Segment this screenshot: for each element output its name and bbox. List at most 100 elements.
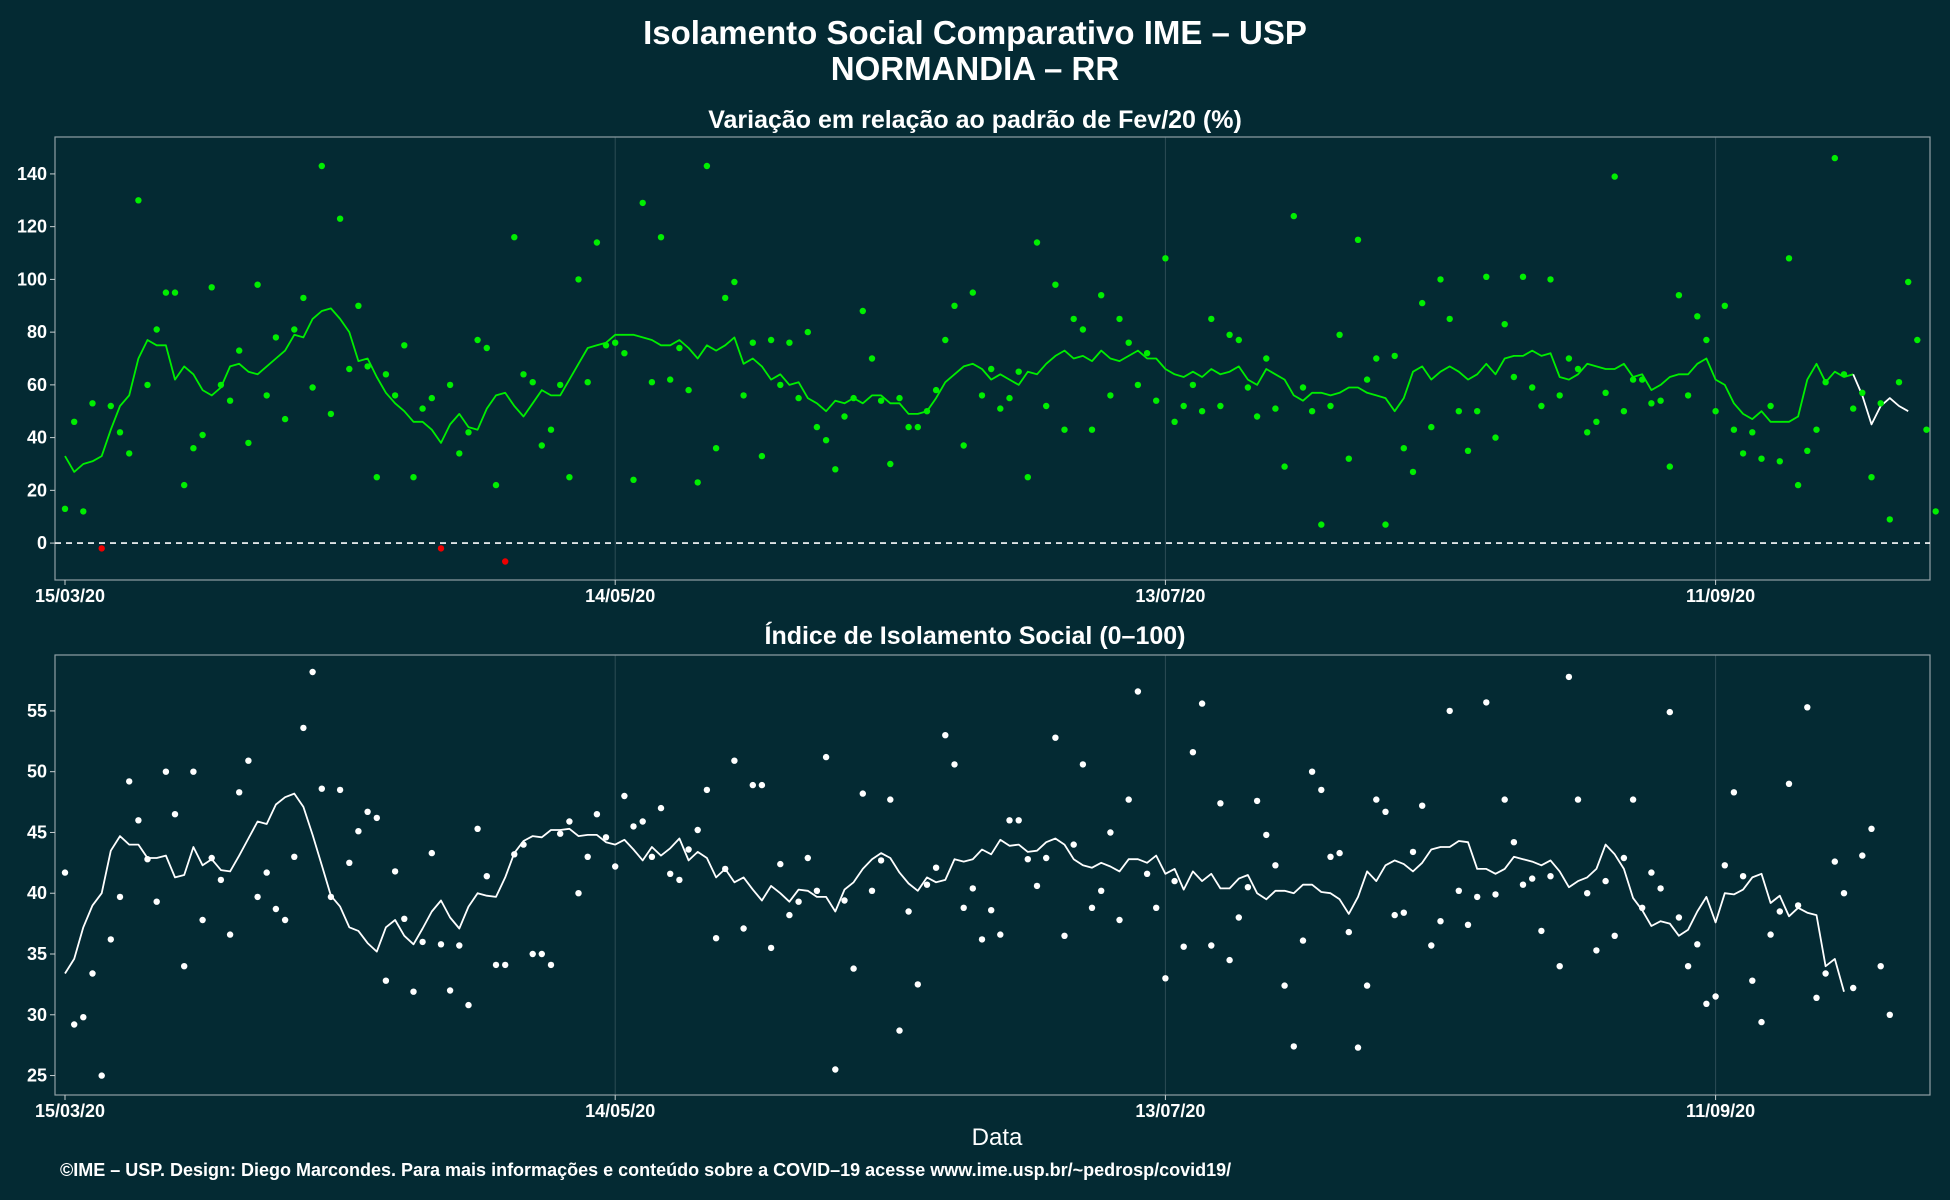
data-point (850, 965, 857, 972)
x-tick-label: 15/03/20 (35, 1101, 105, 1121)
negative-data-point (437, 545, 445, 552)
data-point (1593, 947, 1600, 954)
data-point (1538, 927, 1545, 935)
data-point (1547, 873, 1554, 880)
data-point (1345, 455, 1353, 462)
data-point (685, 386, 692, 394)
data-point (932, 864, 940, 871)
data-point (1043, 402, 1050, 410)
data-point (923, 881, 931, 888)
data-point (887, 460, 894, 468)
data-point (1116, 916, 1123, 924)
data-point (1290, 1043, 1298, 1050)
data-point (584, 379, 591, 386)
data-point (777, 381, 784, 389)
data-point (703, 162, 711, 170)
data-point (575, 276, 582, 283)
data-point (1877, 963, 1884, 970)
data-point (1464, 447, 1472, 454)
data-point (1547, 276, 1554, 283)
data-point (80, 508, 87, 515)
data-point (969, 885, 976, 892)
data-point (832, 1066, 839, 1073)
data-point (502, 961, 509, 969)
variation-panel: 0 20 40 60 80 100 120 140 15/03/20 14/05/20 13/07/… (17, 136, 1939, 606)
data-point (1794, 902, 1802, 909)
data-point (804, 854, 811, 862)
data-point (1758, 455, 1765, 462)
data-point (1519, 273, 1527, 280)
data-point (61, 505, 69, 512)
data-point (1932, 508, 1939, 515)
data-point (767, 944, 775, 952)
data-point (813, 423, 821, 431)
data-point (1327, 402, 1334, 410)
data-point (1061, 932, 1068, 939)
data-point (236, 347, 243, 354)
data-point (1721, 862, 1729, 869)
data-point (1070, 315, 1077, 323)
data-point (181, 963, 188, 970)
data-point (1162, 255, 1169, 262)
data-point (272, 905, 280, 913)
data-point (492, 481, 500, 489)
data-point (254, 281, 261, 288)
data-point (401, 342, 408, 349)
data-point (1162, 975, 1169, 982)
data-point (1235, 914, 1243, 921)
data-point (1620, 854, 1628, 862)
data-point (1226, 331, 1233, 338)
data-point (1455, 408, 1463, 415)
data-point (1198, 700, 1206, 707)
data-point (373, 474, 380, 481)
data-point (1327, 853, 1334, 860)
data-point (1281, 982, 1288, 989)
data-point (520, 371, 527, 378)
data-point (868, 887, 876, 894)
trend-line (64, 792, 1845, 992)
data-point (1272, 862, 1279, 869)
data-point (1153, 397, 1160, 404)
data-point (346, 859, 353, 866)
data-point (1363, 376, 1371, 383)
data-point (1785, 780, 1793, 787)
data-point (758, 452, 766, 460)
data-point (1382, 521, 1389, 528)
data-point (584, 853, 591, 860)
data-point (1804, 447, 1811, 454)
data-point (1409, 468, 1417, 476)
data-point (1409, 848, 1417, 856)
data-point (1483, 273, 1490, 280)
y-tick-label: 40 (27, 883, 47, 903)
data-point (1629, 376, 1637, 383)
data-point (960, 442, 967, 449)
data-point (281, 916, 289, 924)
data-point (1584, 890, 1591, 897)
data-point (1107, 829, 1114, 836)
data-point (318, 162, 325, 170)
data-point (731, 278, 738, 286)
data-point (1006, 394, 1013, 402)
data-point (969, 289, 976, 296)
data-point (1657, 885, 1664, 892)
data-point (712, 935, 720, 942)
data-point (914, 981, 921, 988)
x-tick-label: 14/05/20 (585, 1101, 655, 1121)
data-point (1428, 942, 1435, 949)
data-point (639, 199, 646, 207)
data-point (71, 1021, 78, 1028)
data-point (1556, 392, 1563, 399)
data-point (1079, 761, 1087, 768)
data-point (667, 870, 674, 877)
data-point (694, 826, 701, 834)
data-point (1739, 450, 1747, 457)
data-point (511, 851, 518, 858)
data-point (1226, 956, 1233, 964)
data-point (144, 856, 151, 863)
data-point (1373, 355, 1380, 362)
data-point (795, 394, 802, 402)
data-point (841, 897, 848, 904)
data-point (978, 936, 986, 943)
data-point (153, 898, 160, 905)
data-point (951, 761, 958, 768)
